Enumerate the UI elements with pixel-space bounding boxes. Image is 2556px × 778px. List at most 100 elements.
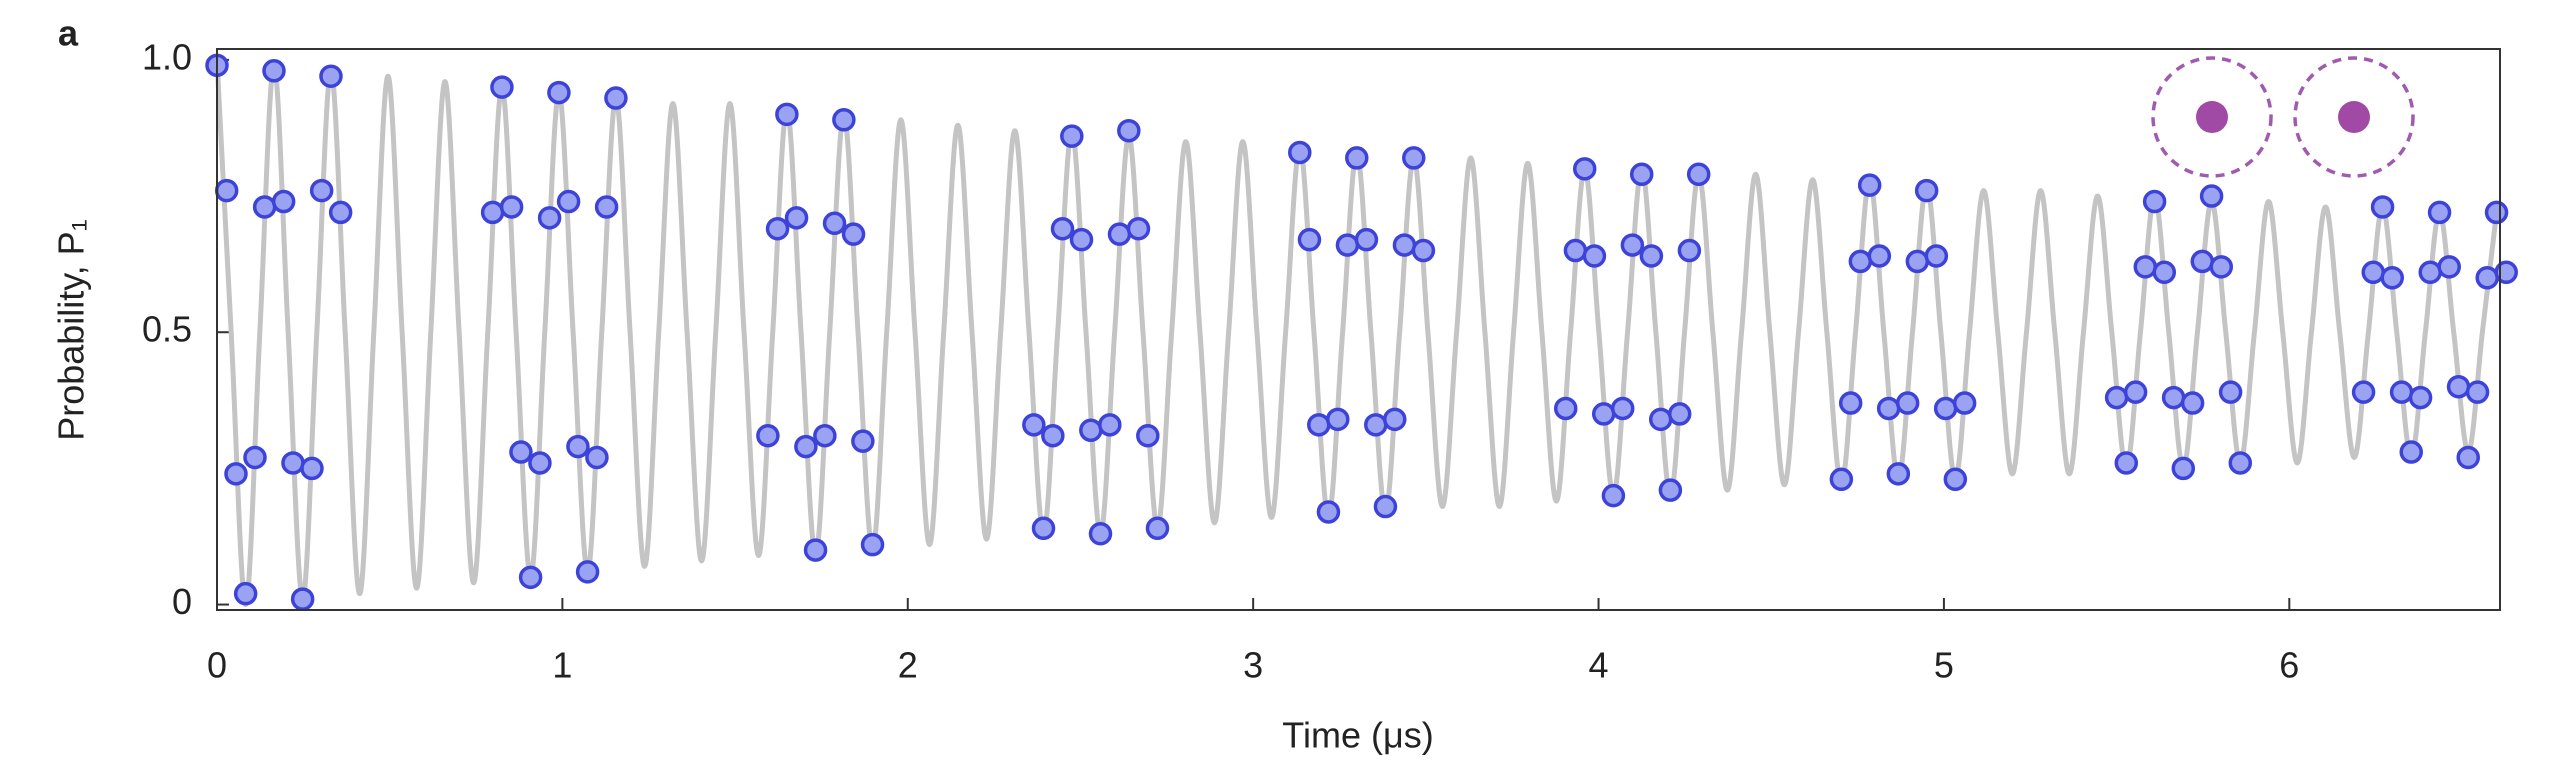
data-point — [1136, 423, 1160, 448]
data-point — [518, 565, 543, 590]
data-point — [1639, 244, 1664, 268]
panel-label: a — [58, 13, 79, 54]
data-point — [2351, 380, 2376, 404]
data-point — [1895, 391, 1920, 415]
data-point — [1107, 222, 1132, 246]
y-tick-label: 0 — [172, 581, 192, 622]
data-point — [2361, 260, 2385, 285]
data-point — [1620, 233, 1645, 257]
data-point — [1886, 462, 1911, 486]
data-point — [2427, 200, 2452, 225]
data-point — [509, 440, 533, 464]
data-point — [243, 445, 267, 470]
data-point — [2380, 266, 2404, 290]
data-point — [224, 462, 248, 486]
data-point — [604, 86, 628, 110]
icon-ring — [2151, 56, 2273, 178]
data-point — [1582, 244, 1607, 268]
data-point — [1364, 413, 1388, 437]
data-point — [2465, 380, 2490, 404]
data-point — [1601, 483, 1626, 508]
data-point — [2199, 184, 2224, 208]
data-point — [214, 178, 239, 203]
data-point — [775, 102, 799, 127]
data-point — [832, 108, 856, 132]
data-point — [1553, 396, 1578, 421]
data-point — [1572, 157, 1597, 181]
data-point — [1943, 467, 1968, 492]
data-point — [1117, 118, 1141, 143]
data-point — [594, 195, 619, 219]
data-point — [1069, 227, 1094, 252]
data-point — [1563, 238, 1588, 263]
data-point — [1031, 516, 1056, 541]
data-point — [1411, 238, 1436, 263]
data-point — [2446, 374, 2471, 399]
data-point — [1050, 216, 1075, 241]
data-point — [1610, 396, 1635, 421]
data-point — [1307, 413, 1331, 437]
x-axis-title: Time (μs) — [1282, 715, 1433, 756]
data-point — [1297, 227, 1322, 252]
data-point — [1060, 124, 1084, 148]
data-point — [822, 211, 847, 236]
data-point — [1829, 467, 1854, 492]
data-point — [756, 423, 780, 448]
data-point — [1677, 238, 1702, 263]
y-axis-title: Probability, P₁ — [51, 219, 92, 441]
data-point — [1354, 227, 1379, 252]
icon-dot — [2196, 101, 2228, 133]
data-point — [1088, 521, 1113, 546]
data-point — [309, 178, 334, 203]
icon-ring — [2293, 56, 2415, 178]
data-point — [1876, 396, 1901, 421]
data-point — [1857, 173, 1882, 197]
data-point — [328, 200, 353, 225]
data-point — [860, 532, 885, 557]
data-point — [2399, 440, 2423, 464]
x-tick-label: 3 — [1243, 645, 1263, 686]
icon-dot — [2338, 101, 2370, 133]
data-point — [233, 581, 258, 606]
data-point — [1335, 233, 1360, 257]
data-point — [2494, 260, 2518, 285]
data-point — [281, 451, 305, 475]
data-point — [841, 222, 866, 246]
data-point — [1316, 500, 1341, 524]
data-point — [1373, 494, 1398, 519]
data-point — [2408, 385, 2433, 410]
data-point — [262, 59, 286, 83]
data-point — [851, 429, 875, 453]
data-point — [2437, 255, 2461, 279]
data-point — [765, 216, 790, 241]
data-point — [2209, 255, 2234, 279]
data-point — [1079, 418, 1103, 443]
data-point — [2218, 380, 2243, 404]
data-point — [2389, 380, 2414, 404]
data-point — [803, 538, 828, 562]
y-tick-label: 1.0 — [142, 36, 192, 77]
x-tick-label: 2 — [898, 645, 918, 686]
data-point — [1326, 407, 1350, 432]
x-tick-label: 4 — [1589, 645, 1609, 686]
data-point — [480, 200, 505, 225]
data-point — [1288, 140, 1312, 165]
data-point — [2418, 260, 2442, 285]
data-point — [566, 434, 590, 459]
data-point — [1838, 391, 1863, 415]
data-point — [1345, 146, 1369, 170]
data-point — [1145, 516, 1170, 541]
data-point — [2123, 380, 2148, 404]
data-point — [1867, 244, 1892, 268]
data-point — [2114, 451, 2139, 475]
data-point — [319, 64, 343, 88]
data-point — [2190, 249, 2215, 274]
data-point — [2180, 391, 2205, 415]
data-point — [1591, 402, 1616, 426]
y-tick-label: 0.5 — [142, 309, 192, 350]
data-point — [1126, 216, 1151, 241]
data-point — [1952, 391, 1977, 415]
data-point — [2228, 451, 2253, 475]
data-point — [1098, 413, 1122, 437]
data-point — [2456, 445, 2480, 470]
